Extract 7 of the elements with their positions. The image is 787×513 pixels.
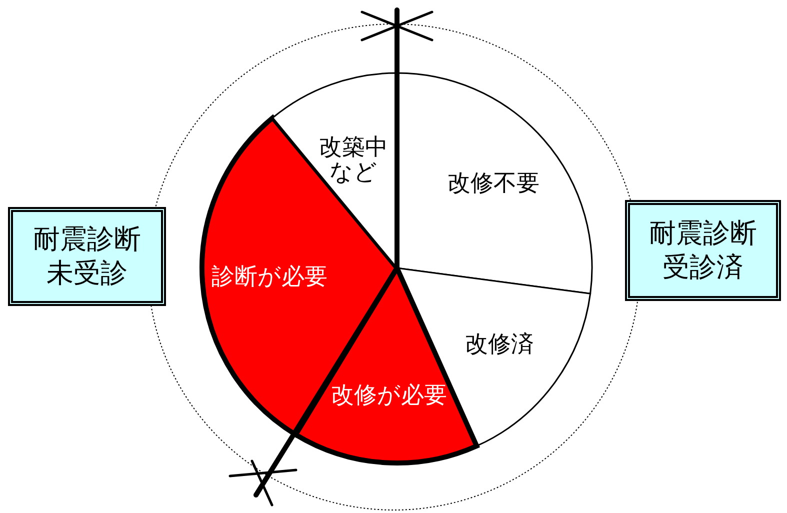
slice-label: 改修済 [465, 332, 534, 358]
text: 耐震診断未受診 [8, 207, 166, 306]
slice-label: 改修不要 [447, 170, 540, 197]
slice-label: 診断が必要 [211, 264, 328, 290]
slice-label: 改修が必要 [330, 382, 447, 409]
slice-label: 改築中など [319, 134, 388, 186]
text: 耐震診断受診済 [625, 200, 781, 301]
